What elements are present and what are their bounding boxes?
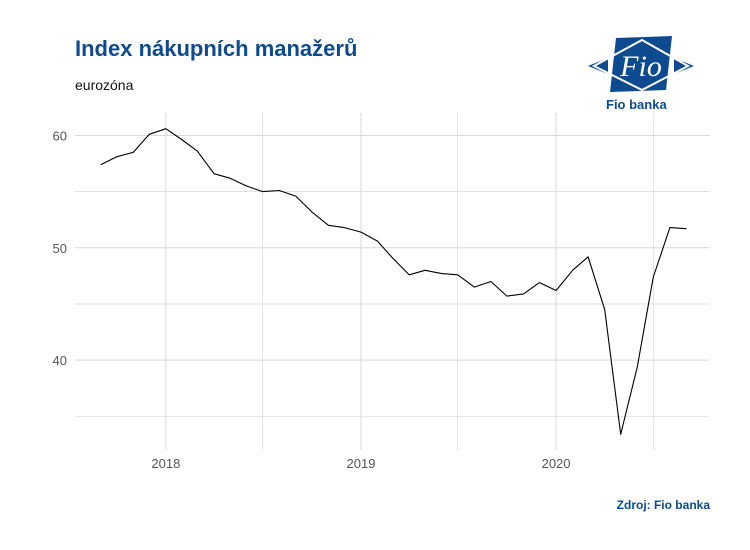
chart-title: Index nákupních manažerů: [75, 36, 358, 61]
series-lines: [100, 128, 687, 435]
chart-subtitle: eurozóna: [75, 77, 134, 93]
logo-diamond: [591, 38, 691, 92]
x-tick-label: 2018: [151, 456, 180, 471]
y-tick-label: 50: [53, 241, 67, 256]
y-tick-label: 60: [53, 128, 67, 143]
source-note: Zdroj: Fio banka: [616, 498, 710, 512]
fio-logo-icon: Fio: [588, 36, 694, 94]
fio-logo: Fio: [586, 36, 696, 116]
x-tick-label: 2019: [347, 456, 376, 471]
x-tick-label: 2020: [542, 456, 571, 471]
logo-text: Fio: [619, 50, 662, 83]
series-line-0: [100, 128, 687, 435]
tick-labels: 40 50 60 2018 2019 2020: [53, 128, 571, 471]
y-tick-label: 40: [53, 353, 67, 368]
grid: [75, 113, 710, 450]
logo-name: Fio banka: [606, 97, 667, 112]
